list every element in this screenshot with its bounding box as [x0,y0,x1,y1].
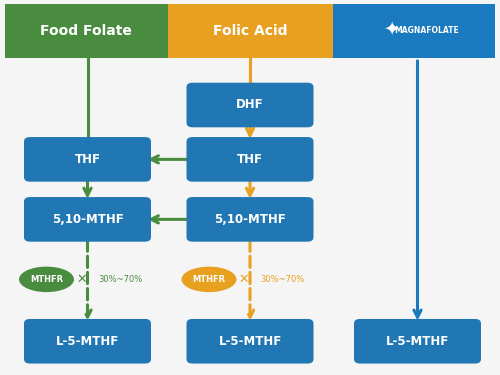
Text: Food Folate: Food Folate [40,24,132,38]
FancyBboxPatch shape [24,319,151,364]
Text: L-5-MTHF: L-5-MTHF [56,335,119,348]
FancyBboxPatch shape [354,319,481,364]
Text: Folic Acid: Folic Acid [213,24,287,38]
FancyBboxPatch shape [332,4,495,58]
Text: MAGNAFOLATE: MAGNAFOLATE [394,26,458,36]
Text: MTHFR: MTHFR [30,275,63,284]
Text: MTHFR: MTHFR [192,275,226,284]
Text: ✦: ✦ [383,20,400,39]
FancyBboxPatch shape [186,137,314,182]
Ellipse shape [182,267,236,292]
Text: THF: THF [237,153,263,166]
Text: L-5-MTHF: L-5-MTHF [218,335,282,348]
Ellipse shape [19,267,74,292]
Text: ✕: ✕ [239,273,249,286]
Text: 30%~70%: 30%~70% [98,275,142,284]
FancyBboxPatch shape [24,137,151,182]
FancyBboxPatch shape [186,83,314,128]
Text: DHF: DHF [236,99,264,111]
Text: 30%~70%: 30%~70% [260,275,304,284]
FancyBboxPatch shape [186,319,314,364]
Text: 5,10-MTHF: 5,10-MTHF [214,213,286,226]
Text: 5,10-MTHF: 5,10-MTHF [52,213,124,226]
Text: THF: THF [74,153,101,166]
FancyBboxPatch shape [168,4,332,58]
FancyBboxPatch shape [24,197,151,242]
Text: L-5-MTHF: L-5-MTHF [386,335,449,348]
FancyBboxPatch shape [186,197,314,242]
Text: ✕: ✕ [76,273,87,286]
FancyBboxPatch shape [5,4,168,58]
